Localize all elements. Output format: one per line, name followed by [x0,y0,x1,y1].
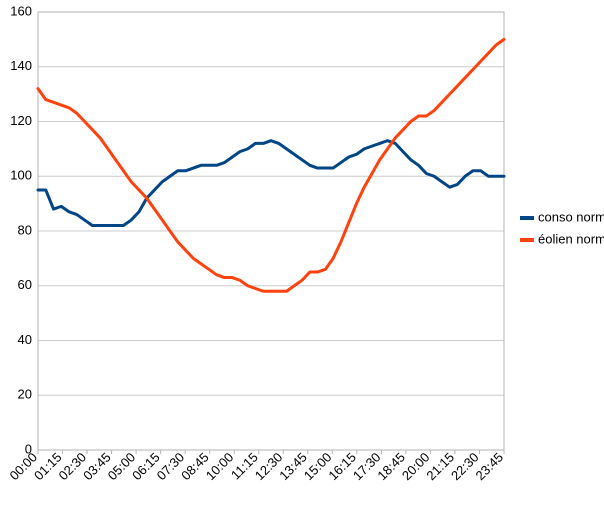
y-tick-label: 160 [10,3,32,18]
y-tick-label: 100 [10,168,32,183]
legend-swatch [520,238,534,242]
legend-label: éolien norm [538,231,604,246]
y-tick-label: 20 [18,387,32,402]
chart-container: 02040608010012014016000:0001:1502:3003:4… [0,0,604,526]
y-tick-label: 140 [10,58,32,73]
legend-swatch [520,216,534,220]
y-tick-label: 80 [18,222,32,237]
y-tick-label: 120 [10,113,32,128]
line-chart: 02040608010012014016000:0001:1502:3003:4… [0,0,604,526]
legend-label: conso norm [538,209,604,224]
y-tick-label: 40 [18,332,32,347]
y-tick-label: 60 [18,277,32,292]
